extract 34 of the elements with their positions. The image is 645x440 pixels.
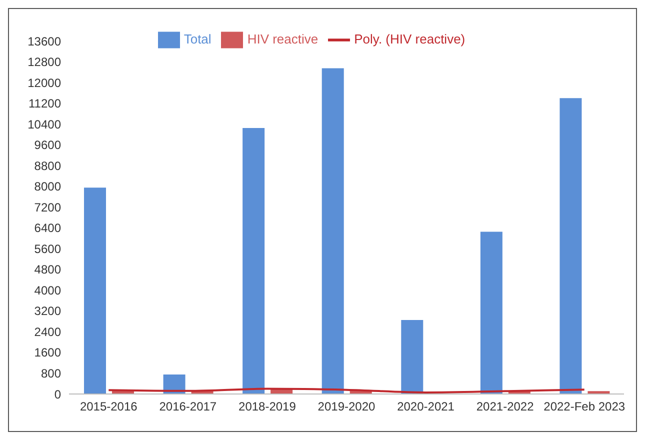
- y-tick-label: 8000: [34, 180, 62, 194]
- bar: [480, 232, 502, 394]
- bar: [322, 68, 344, 394]
- y-tick-label: 800: [40, 366, 62, 380]
- y-tick-label: 12800: [28, 55, 62, 70]
- y-tick-label: 1600: [34, 346, 62, 360]
- y-tick-label: 8800: [34, 158, 62, 173]
- y-tick-label: 9600: [34, 138, 62, 152]
- y-tick-label: 7200: [34, 200, 62, 214]
- x-tick-label: 2016-2017: [159, 400, 217, 414]
- y-tick-label: 13600: [28, 34, 62, 48]
- y-tick-label: 4000: [34, 283, 62, 298]
- y-tick-label: 10400: [28, 117, 62, 132]
- y-tick-label: 3200: [34, 304, 62, 318]
- legend-label: Total: [184, 31, 212, 46]
- y-tick-label: 6400: [34, 221, 62, 236]
- x-tick-label: 2022-Feb 2023: [544, 400, 626, 414]
- bar: [401, 320, 424, 394]
- bar: [242, 128, 265, 394]
- x-tick-label: 2019-2020: [318, 400, 376, 414]
- x-tick-label: 2015-2016: [80, 400, 138, 414]
- x-tick-label: 2018-2019: [238, 400, 296, 414]
- y-tick-label: 11200: [28, 96, 62, 111]
- bar: [84, 188, 106, 394]
- y-tick-label: 4800: [34, 262, 62, 277]
- y-tick-label: 2400: [34, 324, 62, 339]
- x-tick-label: 2020-2021: [397, 400, 455, 414]
- bar: [560, 98, 582, 394]
- x-tick-label: 2021-2022: [476, 400, 534, 414]
- legend-label: Poly. (HIV reactive): [354, 31, 466, 46]
- y-tick-label: 5600: [34, 242, 62, 256]
- y-tick-label: 0: [54, 387, 62, 402]
- legend-label: HIV reactive: [247, 31, 318, 46]
- y-tick-label: 12000: [28, 76, 62, 90]
